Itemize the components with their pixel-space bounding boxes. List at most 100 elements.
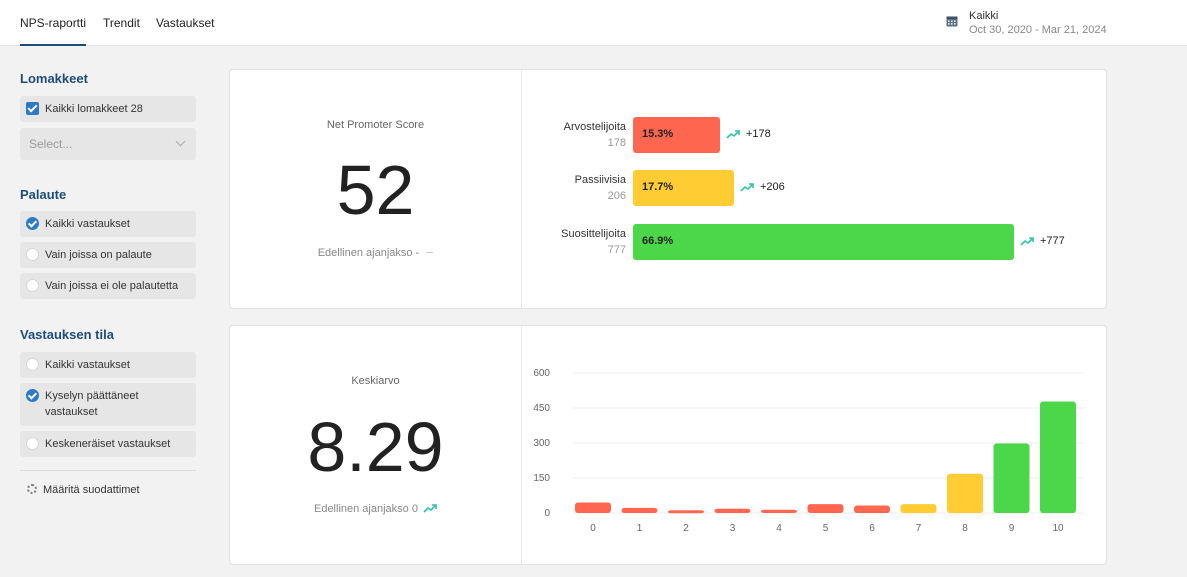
histogram-bar[interactable] [621,507,658,513]
status-section-title: Vastauksen tila [20,327,114,342]
x-tick-label: 7 [916,523,922,534]
radio-unselected-icon [26,279,39,292]
histogram-bar[interactable] [714,508,751,513]
y-tick-label: 300 [533,438,550,449]
configure-filters-label: Määritä suodattimet [43,484,140,496]
average-card: Keskiarvo 8.29 Edellinen ajanjakso 0 0 15… [229,325,1107,565]
histogram-bar[interactable] [900,504,937,513]
histogram-bar[interactable] [947,473,983,513]
x-tick-label: 5 [823,523,829,534]
y-tick-label: 0 [544,508,550,519]
feedback-option-label: Vain joissa ei ole palautetta [45,280,179,292]
status-option-all[interactable]: Kaikki vastaukset [20,352,196,378]
top-bar: NPS-raportti Trendit Vastaukset Kaikki O… [0,0,1187,46]
nps-previous-period: Edellinen ajanjakso - [230,247,521,259]
group-count: 206 [607,190,626,202]
average-label: Keskiarvo [351,375,400,387]
histogram-bar[interactable] [575,502,611,514]
promoters-bar: 66.9% [633,224,1014,260]
date-range-label: Kaikki [969,10,999,22]
group-name: Passiivisia [574,174,626,186]
x-tick-label: 1 [637,523,643,534]
group-trend: +206 [740,181,785,193]
histogram-bar[interactable] [993,443,1030,513]
group-name: Suosittelijoita [561,228,626,240]
gear-icon [27,484,37,494]
group-trend-value: +206 [760,181,785,193]
configure-filters-button[interactable]: Määritä suodattimet [27,484,140,496]
histogram-bar[interactable] [854,505,890,513]
all-forms-checkbox-option[interactable]: Kaikki lomakkeet 28 [20,96,196,122]
radio-unselected-icon [26,358,39,371]
nps-card: Net Promoter Score 52 Edellinen ajanjaks… [229,69,1107,309]
y-tick-label: 150 [533,473,550,484]
feedback-option-with-feedback[interactable]: Vain joissa on palaute [20,242,196,268]
forms-select-placeholder: Select... [29,137,73,151]
tab-responses[interactable]: Vastaukset [156,16,215,30]
average-value: 8.29 [307,408,444,486]
detractors-bar: 15.3% [633,117,720,153]
x-tick-label: 9 [1009,523,1015,534]
status-option-completed[interactable]: Kyselyn päättäneet vastaukset [20,383,196,426]
all-forms-label: Kaikki lomakkeet 28 [45,103,143,115]
group-percent: 15.3% [642,128,674,140]
radio-unselected-icon [26,437,39,450]
group-percent: 66.9% [642,235,674,247]
chevron-down-icon [175,136,186,147]
average-previous-period: Edellinen ajanjakso 0 [230,503,521,515]
histogram-bar[interactable] [1040,401,1076,513]
group-percent: 17.7% [642,181,674,193]
trend-up-icon [1020,237,1034,246]
x-tick-label: 10 [1052,523,1064,534]
x-tick-label: 3 [730,523,736,534]
status-option-label: Kyselyn päättäneet vastaukset [45,390,139,418]
feedback-option-without-feedback[interactable]: Vain joissa ei ole palautetta [20,273,196,299]
trend-up-icon [423,504,437,513]
card-divider [521,326,522,564]
feedback-option-all[interactable]: Kaikki vastaukset [20,211,196,237]
trend-up-icon [726,130,740,139]
group-trend-value: +777 [1040,235,1065,247]
nps-previous-label: Edellinen ajanjakso - [317,247,420,259]
histogram-bar[interactable] [761,509,797,513]
sidebar-divider [20,470,196,471]
y-tick-label: 600 [533,368,550,379]
group-count: 178 [607,137,626,149]
status-option-label: Keskeneräiset vastaukset [45,438,171,450]
x-tick-label: 4 [776,523,782,534]
tab-trends[interactable]: Trendit [103,16,140,30]
feedback-option-label: Vain joissa on palaute [45,249,152,261]
x-tick-label: 8 [962,523,968,534]
histogram-bar[interactable] [807,504,844,513]
radio-selected-icon [26,389,39,402]
forms-select[interactable]: Select... [20,128,196,160]
status-option-label: Kaikki vastaukset [45,359,130,371]
x-tick-label: 0 [590,523,596,534]
histogram-bar[interactable] [668,510,704,514]
score-distribution-chart: 0 150 300 450 600 0 1 2 3 4 5 6 7 8 9 10 [533,368,1084,534]
y-tick-label: 450 [533,403,550,414]
average-previous-label: Edellinen ajanjakso 0 [313,503,418,515]
dash-icon [426,252,434,253]
x-tick-label: 2 [683,523,689,534]
feedback-section-title: Palaute [20,187,67,202]
group-count: 777 [607,244,626,256]
card-divider [521,70,522,308]
tab-nps-report[interactable]: NPS-raportti [20,16,87,46]
x-tick-label: 6 [869,523,875,534]
forms-section-title: Lomakkeet [20,71,88,86]
group-trend: +777 [1020,235,1065,247]
group-name: Arvostelijoita [563,121,626,133]
calendar-icon [946,16,958,27]
trend-up-icon [740,183,754,192]
passives-bar: 17.7% [633,170,734,206]
feedback-option-label: Kaikki vastaukset [45,218,130,230]
nps-label: Net Promoter Score [326,119,425,131]
group-trend: +178 [726,128,771,140]
status-option-incomplete[interactable]: Keskeneräiset vastaukset [20,431,196,457]
radio-selected-icon [26,217,39,230]
group-trend-value: +178 [746,128,771,140]
checkbox-checked-icon [26,102,39,115]
date-range-value: Oct 30, 2020 - Mar 21, 2024 [969,24,1107,36]
nps-value: 52 [336,151,415,229]
